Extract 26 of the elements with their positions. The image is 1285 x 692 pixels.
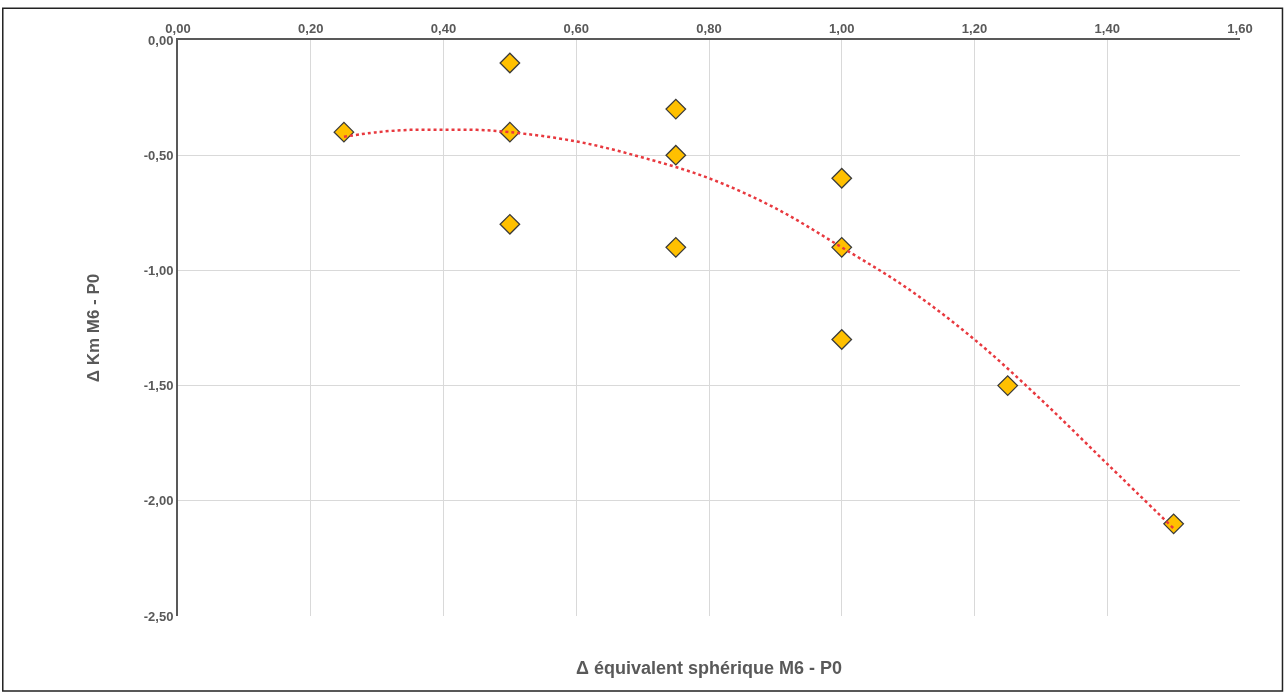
x-tick-label: 1,60 [1227, 20, 1253, 36]
x-axis-title: Δ équivalent sphérique M6 - P0 [576, 658, 843, 678]
y-tick-label: -0,50 [143, 147, 174, 163]
x-tick-label: 0,40 [430, 20, 457, 36]
point [665, 144, 687, 166]
point [499, 52, 521, 74]
point [1163, 513, 1185, 535]
y-tick-label: -1,50 [143, 378, 174, 394]
y-axis-title: Δ Km M6 - P0 [83, 273, 103, 383]
x-tick-label: 1,40 [1094, 20, 1120, 36]
y-tick-label: -2,00 [143, 493, 174, 509]
point [831, 167, 853, 189]
x-tick-label: 0,20 [298, 20, 324, 36]
x-tick-label: 0,80 [696, 20, 722, 36]
point [665, 236, 687, 258]
point [997, 375, 1019, 396]
x-tick-label: 1,20 [961, 20, 988, 36]
point [333, 121, 355, 143]
point [831, 236, 853, 258]
point [665, 98, 687, 120]
x-tick-label: 1,00 [829, 20, 855, 36]
y-tick-label: -2,50 [143, 608, 174, 624]
y-tick-label: -1,00 [143, 262, 174, 278]
point [499, 213, 521, 235]
x-tick-label: 0,60 [563, 20, 589, 36]
point [831, 329, 853, 350]
